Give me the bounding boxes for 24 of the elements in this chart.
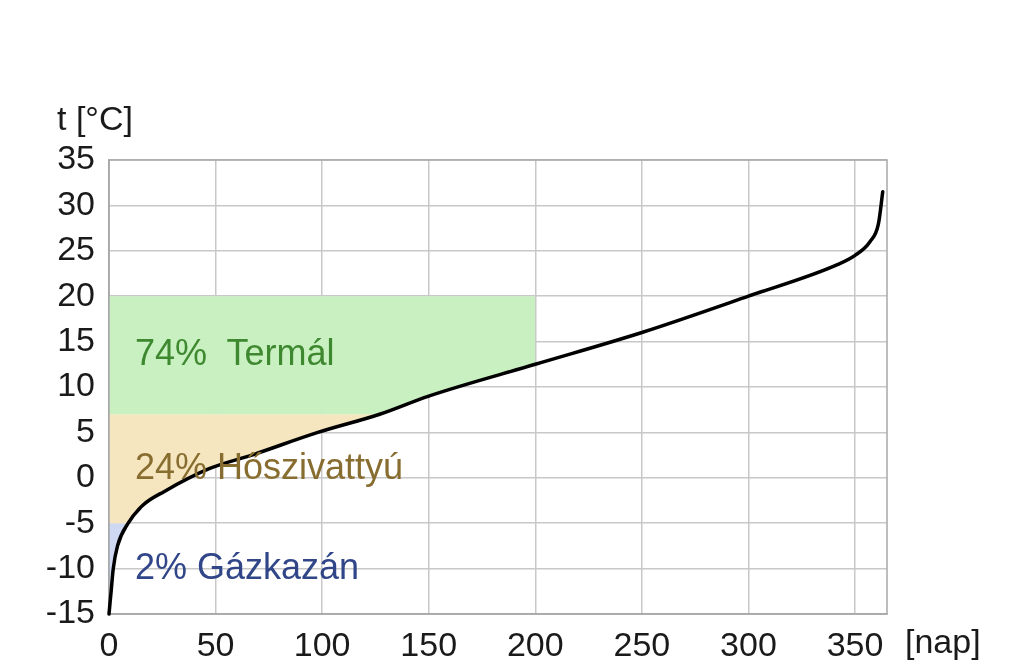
y-tick-label: 25 [57,229,95,268]
x-tick-label: 200 [506,624,564,663]
y-tick-label: 20 [57,274,95,313]
y-axis-title: t [°C] [57,99,133,137]
y-tick-label: -10 [45,546,95,585]
annotation: 2% Gázkazán [135,545,360,587]
x-tick-label: 50 [196,624,235,663]
y-tick-label: 30 [57,183,95,222]
annotation: 74% Termál [135,332,335,374]
x-tick-label: 300 [720,624,777,663]
x-tick-label: 150 [400,624,458,663]
x-tick-label: 100 [293,624,351,663]
x-axis-title: [nap] [905,622,981,661]
x-tick-label: 350 [826,624,884,663]
y-tick-label: 5 [76,410,95,449]
y-tick-label: -15 [45,592,95,631]
y-tick-label: 10 [57,365,95,404]
x-tick-label: 250 [613,624,671,663]
y-tick-label: 0 [76,456,95,495]
line-series [107,190,885,616]
annotation: 24% Hőszivattyú [135,445,404,487]
y-tick-label: 15 [57,319,95,358]
y-tick-label: 35 [57,138,95,177]
y-tick-label: -5 [64,501,95,540]
